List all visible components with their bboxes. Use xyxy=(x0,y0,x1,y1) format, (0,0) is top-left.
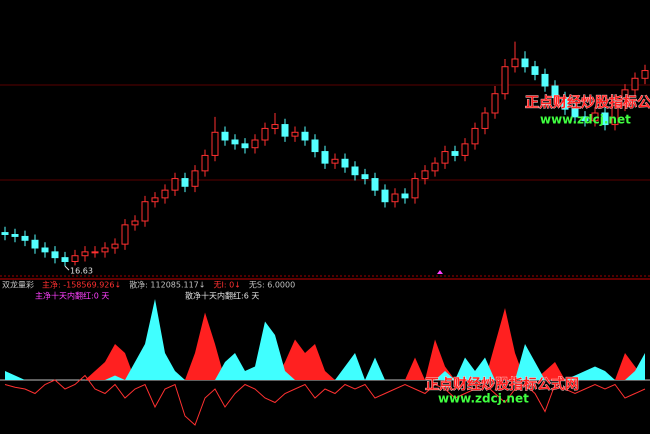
watermark-url: www.zdcj.net xyxy=(438,392,529,406)
candle-body xyxy=(211,131,219,156)
candle-body xyxy=(521,58,529,68)
candle-body xyxy=(391,193,399,203)
candle-body xyxy=(61,257,69,262)
indicator-header: 散净: 112085.117↓ xyxy=(129,280,205,290)
low-pointer xyxy=(64,265,70,271)
candle-body xyxy=(491,93,499,114)
candle-body xyxy=(611,104,619,126)
candle-body xyxy=(511,58,519,68)
candle-body xyxy=(311,139,319,153)
candle-body xyxy=(571,108,579,118)
indicator-header: 无S: 6.0000 xyxy=(249,281,295,290)
candle-body xyxy=(251,139,259,149)
candle-body xyxy=(401,193,409,199)
candle-body xyxy=(161,189,169,199)
candle-body xyxy=(551,85,559,99)
candle-body xyxy=(21,235,29,241)
candle-body xyxy=(631,77,639,91)
candle-body xyxy=(201,154,209,172)
watermark-title: 正点财经炒股指标公式网 xyxy=(525,94,650,111)
indicator-note: 主净十天内翻红:0 天 xyxy=(35,291,109,301)
candle-body xyxy=(151,197,159,203)
candle-body xyxy=(361,174,369,180)
candle-body xyxy=(561,97,569,110)
candle-body xyxy=(621,89,629,106)
candle-body xyxy=(231,139,239,145)
candle-body xyxy=(261,127,269,141)
candle-body xyxy=(221,131,229,141)
indicator-area xyxy=(5,299,645,380)
candle-body xyxy=(191,170,199,187)
candle-body xyxy=(541,73,549,87)
candle-body xyxy=(531,66,539,75)
candle-body xyxy=(591,112,599,122)
candle-body xyxy=(111,243,119,249)
low-price-label: 16.63 xyxy=(70,267,93,276)
candle-body xyxy=(281,124,289,137)
indicator-header: 无I: 0↓ xyxy=(213,281,240,290)
watermark-layer: 正点财经炒股指标公式网www.zdcj.net正点财经炒股指标公式网www.zd… xyxy=(425,94,650,406)
candle-body xyxy=(431,162,439,172)
candle-body xyxy=(441,151,449,164)
candle-body xyxy=(321,151,329,164)
indicator-header: 双龙量彩 xyxy=(2,280,34,290)
candle-body xyxy=(331,158,339,164)
candle-body xyxy=(641,70,649,79)
candle-body xyxy=(271,124,279,129)
watermark-title: 正点财经炒股指标公式网 xyxy=(425,376,579,393)
candle-body xyxy=(1,232,9,235)
candle-body xyxy=(81,251,89,257)
candle-body xyxy=(371,178,379,191)
candle-body xyxy=(481,112,489,129)
candle-body xyxy=(241,143,249,149)
indicator-note: 散净十天内翻红:6 天 xyxy=(185,291,259,301)
candle-body xyxy=(51,251,59,259)
candle-body xyxy=(601,112,609,126)
candle-body xyxy=(121,224,129,245)
indicator-header: 主净: -158569.926↓ xyxy=(42,280,121,290)
candle-body xyxy=(31,239,39,249)
candle-body xyxy=(301,131,309,141)
candle-body xyxy=(471,127,479,145)
indicator-line xyxy=(4,374,646,426)
candle-body xyxy=(141,201,149,222)
candle-body xyxy=(341,158,349,168)
candle-body xyxy=(71,255,79,262)
candle-body xyxy=(581,116,589,122)
candle-body xyxy=(131,220,139,226)
candle-body xyxy=(421,170,429,180)
candle-body xyxy=(381,189,389,203)
candle-body xyxy=(171,178,179,191)
candle-body xyxy=(351,166,359,176)
candle-body xyxy=(291,131,299,137)
candle-body xyxy=(101,247,109,253)
marker xyxy=(437,270,443,274)
candle-body xyxy=(181,178,189,187)
watermark-url: www.zdcj.net xyxy=(540,113,631,127)
candle-body xyxy=(41,247,49,253)
candle-body xyxy=(501,66,509,95)
candle-body xyxy=(11,234,19,237)
candle-body xyxy=(461,143,469,156)
candle-body xyxy=(411,178,419,199)
candle-body xyxy=(91,251,99,254)
candle-body xyxy=(451,151,459,156)
